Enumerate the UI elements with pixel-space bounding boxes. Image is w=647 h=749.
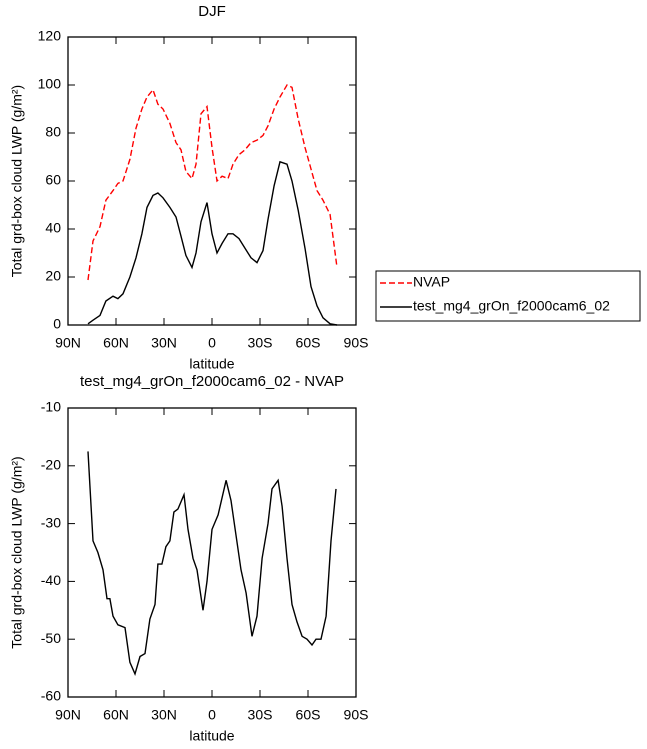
x-tick-label: 60S	[296, 707, 321, 723]
data-line	[87, 84, 338, 281]
x-tick-label: 60N	[103, 707, 129, 723]
plot-frame	[67, 407, 357, 698]
x-tick-label: 0	[208, 707, 216, 723]
x-tick-label: 60S	[296, 335, 321, 351]
y-tick-label: 20	[45, 268, 61, 284]
x-tick-label: 90N	[55, 335, 81, 351]
legend-frame	[375, 270, 641, 322]
x-tick-label: 30N	[151, 707, 177, 723]
chart-title: test_mg4_grOn_f2000cam6_02 - NVAP	[80, 373, 344, 390]
x-tick-label: 90S	[344, 707, 369, 723]
y-tick-label: 80	[45, 124, 61, 140]
legend-label: NVAP	[413, 274, 450, 290]
x-tick-label: 0	[208, 335, 216, 351]
x-tick-label: 30S	[248, 707, 273, 723]
plot-frame	[67, 36, 357, 326]
y-tick-label: -60	[41, 688, 61, 704]
legend: NVAP test_mg4_grOn_f2000cam6_02	[375, 270, 641, 322]
y-tick-label: -50	[41, 630, 61, 646]
y-axis-label: Total grd-box cloud LWP (g/m²)	[9, 456, 25, 648]
y-tick-label: -20	[41, 457, 61, 473]
x-tick-label: 90N	[55, 707, 81, 723]
data-line	[87, 160, 338, 326]
y-tick-label: -30	[41, 514, 61, 530]
y-axis-label: Total grd-box cloud LWP (g/m²)	[9, 85, 25, 277]
y-tick-label: 100	[38, 76, 62, 92]
x-axis-label: latitude	[189, 728, 234, 744]
y-tick-label: 60	[45, 172, 61, 188]
y-tick-label: 0	[53, 316, 61, 332]
y-tick-label: 40	[45, 220, 61, 236]
y-tick-label: -40	[41, 572, 61, 588]
chart-title: DJF	[198, 3, 226, 20]
x-tick-label: 30N	[151, 335, 177, 351]
y-tick-label: -10	[41, 399, 61, 415]
data-line	[87, 451, 337, 676]
y-tick-label: 120	[38, 28, 62, 44]
x-tick-label: 60N	[103, 335, 129, 351]
legend-label: test_mg4_grOn_f2000cam6_02	[413, 298, 610, 314]
x-axis-label: latitude	[189, 356, 234, 372]
x-tick-label: 90S	[344, 335, 369, 351]
x-tick-label: 30S	[248, 335, 273, 351]
